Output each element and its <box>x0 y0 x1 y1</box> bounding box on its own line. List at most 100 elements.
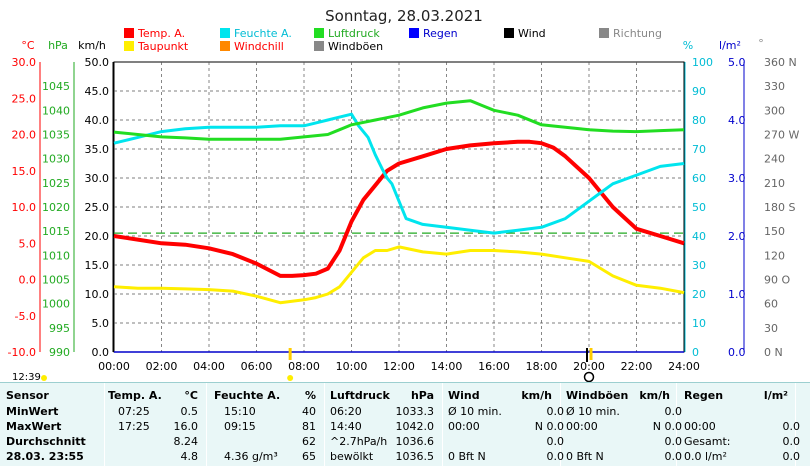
legend-swatch <box>314 28 324 38</box>
unit-press: hPa <box>48 39 68 52</box>
y-tick-label-dir: 240 <box>764 153 785 166</box>
table-cell: 06:20 <box>330 405 362 418</box>
y-tick-label-press: 1015 <box>42 225 70 238</box>
y-tick-label-press: 1025 <box>42 177 70 190</box>
y-tick-label-press: 1035 <box>42 129 70 142</box>
table-cell: 07:25 <box>118 405 150 418</box>
table-cell: 0.0 <box>664 405 683 418</box>
table-cell: 0.0 <box>782 435 801 448</box>
table-cell: ^2.7hPa/h <box>330 435 388 448</box>
y-tick-label-press: 1020 <box>42 201 70 214</box>
unit-hum: % <box>683 39 693 52</box>
table-cell: 0.0 <box>546 405 565 418</box>
y-tick-label-temp: -10.0 <box>8 346 36 359</box>
y-tick-label-wind: 20.0 <box>85 230 110 243</box>
y-tick-label-hum: 80 <box>692 114 706 127</box>
table-header-cell: Regen <box>684 389 724 402</box>
table-cell: 14:40 <box>330 420 362 433</box>
table-cell: Durchschnitt <box>6 435 86 448</box>
time-label: 12:39 <box>12 372 41 382</box>
y-tick-label-hum: 100 <box>692 56 713 69</box>
legend-label: Richtung <box>613 27 662 40</box>
table-cell: 0.0 <box>782 420 801 433</box>
table-cell: 0.0 <box>664 435 683 448</box>
table-cell: 00:00 <box>684 420 716 433</box>
table-header-cell: l/m² <box>763 389 788 402</box>
legend-swatch <box>220 41 230 51</box>
table-cell: 65 <box>302 450 316 463</box>
series-Temp. A. <box>113 139 685 278</box>
y-tick-label-temp: 10.0 <box>12 201 37 214</box>
unit-wind: km/h <box>78 39 106 52</box>
y-tick-label-temp: 30.0 <box>12 56 37 69</box>
table-header-cell: Wind <box>448 389 480 402</box>
table-row: Durchschnitt 8.24 62 ^2.7hPa/h 1036.6 0.0 0.0 G… <box>0 435 810 449</box>
table-header-cell: hPa <box>410 389 434 402</box>
table-cell: 1036.6 <box>395 435 435 448</box>
legend-label: Temp. A. <box>137 27 185 40</box>
legend-swatch <box>409 28 419 38</box>
y-tick-label-rain: 1.0 <box>728 288 746 301</box>
table-cell: 81 <box>302 420 316 433</box>
table-cell: 0.0 l/m² <box>684 450 727 463</box>
table-cell: 4.36 g/m³ <box>224 450 278 463</box>
x-tick-label: 04:00 <box>193 360 225 373</box>
x-tick-label: 00:00 <box>98 360 130 373</box>
legend-label: Windchill <box>234 40 284 53</box>
y-tick-label-dir: 360 N <box>764 56 797 69</box>
table-cell: MaxWert <box>6 420 62 433</box>
table-cell: 09:15 <box>224 420 256 433</box>
x-tick-label: 20:00 <box>573 360 605 373</box>
table-cell: 28.03. 23:55 <box>6 450 84 463</box>
y-tick-label-rain: 0.0 <box>728 346 746 359</box>
series-Luftdruck <box>113 99 685 141</box>
table-row: MinWert 07:25 0.5 15:10 40 06:20 1033.3 Ø 10 mi… <box>0 405 810 419</box>
y-tick-label-wind: 25.0 <box>85 201 110 214</box>
y-tick-label-rain: 4.0 <box>728 114 746 127</box>
table-header-cell: Temp. A. <box>108 389 162 402</box>
y-tick-label-rain: 5.0 <box>728 56 746 69</box>
x-tick-label: 16:00 <box>478 360 510 373</box>
x-tick-label: 10:00 <box>336 360 368 373</box>
table-cell: 0.0 <box>664 450 683 463</box>
y-tick-label-press: 1005 <box>42 274 70 287</box>
y-tick-label-wind: 35.0 <box>85 143 110 156</box>
y-tick-label-temp: -5.0 <box>15 310 36 323</box>
tick-labels: 00:00 02:00 04:00 06:00 08:00 10:00 12:00 14:00… <box>8 56 800 373</box>
y-tick-label-dir: 90 O <box>764 274 790 287</box>
y-tick-label-wind: 30.0 <box>85 172 110 185</box>
table-cell: 16.0 <box>173 420 199 433</box>
table-cell: 0.0 <box>546 450 565 463</box>
legend-swatch <box>124 28 134 38</box>
table-cell: 62 <box>302 435 316 448</box>
table-header-cell: Luftdruck <box>330 389 390 402</box>
table-cell: 00:00 <box>566 420 598 433</box>
x-tick-label: 22:00 <box>621 360 653 373</box>
legend-label: Luftdruck <box>328 27 380 40</box>
x-tick-label: 08:00 <box>288 360 320 373</box>
table-cell: Ø 10 min. <box>448 405 502 418</box>
y-tick-label-dir: 120 <box>764 249 785 262</box>
y-tick-label-dir: 270 W <box>764 129 799 142</box>
y-tick-label-temp: 15.0 <box>12 165 37 178</box>
legend-swatch <box>124 41 134 51</box>
y-tick-label-dir: 150 <box>764 225 785 238</box>
y-tick-label-wind: 5.0 <box>92 317 110 330</box>
y-tick-label-press: 1045 <box>42 80 70 93</box>
table-cell: Gesamt: <box>684 435 731 448</box>
y-tick-label-wind: 40.0 <box>85 114 110 127</box>
table-header-cell: Windböen <box>566 389 629 402</box>
y-tick-label-dir: 180 S <box>764 201 795 214</box>
y-tick-label-hum: 90 <box>692 85 706 98</box>
series-lines <box>113 99 685 305</box>
y-tick-label-hum: 30 <box>692 259 706 272</box>
table-cell: 0.5 <box>180 405 199 418</box>
y-tick-label-dir: 210 <box>764 177 785 190</box>
unit-temp: °C <box>21 39 35 52</box>
y-tick-label-wind: 45.0 <box>85 85 110 98</box>
x-tick-label: 02:00 <box>146 360 178 373</box>
y-tick-label-wind: 10.0 <box>85 288 110 301</box>
sunrise-dot <box>287 375 294 381</box>
y-tick-label-press: 990 <box>49 346 70 359</box>
y-tick-label-temp: 5.0 <box>19 237 37 250</box>
